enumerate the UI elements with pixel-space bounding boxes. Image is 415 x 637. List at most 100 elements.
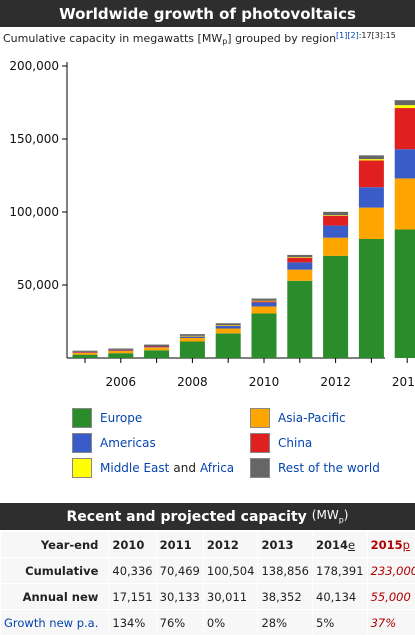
bar-segment: [287, 257, 313, 258]
legend-label-africa[interactable]: Africa: [199, 461, 235, 475]
table-cell: 0%: [202, 609, 259, 636]
y-tick-label: 200,000: [9, 59, 59, 73]
table-unit-open: (MW: [311, 508, 339, 523]
legend-item-europe[interactable]: Europe: [72, 408, 142, 428]
bar-segment: [251, 302, 277, 307]
x-tick-label: 2010: [249, 375, 280, 389]
table-cell: 38,352: [257, 583, 313, 610]
row-label-annual-new: Annual new: [0, 583, 110, 610]
legend-label-china[interactable]: China: [278, 436, 313, 450]
header-2014-year: 2014: [316, 537, 349, 552]
bar-segment: [394, 108, 415, 150]
table-cell: 40,134: [312, 583, 368, 610]
bar-segment: [215, 323, 241, 326]
bar-segment: [251, 300, 277, 302]
legend-item-asia-pacific[interactable]: Asia-Pacific: [250, 408, 346, 428]
bar-segment: [251, 313, 277, 358]
header-2015-projection-mark[interactable]: p: [402, 537, 410, 552]
bar-segment: [179, 337, 205, 342]
x-tick-label: 2012: [320, 375, 351, 389]
legend-label-americas[interactable]: Americas: [100, 436, 156, 450]
bar-segment: [108, 353, 134, 358]
y-tick-label: 100,000: [9, 205, 59, 219]
bar-segment: [358, 160, 384, 188]
bar-segment: [287, 254, 313, 258]
bar-segment: [144, 346, 170, 348]
bar-segment: [323, 211, 349, 216]
legend-item-china[interactable]: China: [250, 433, 312, 453]
bar-segment: [72, 350, 98, 352]
bar-segment: [358, 207, 384, 240]
bar-segment: [323, 237, 349, 256]
table-cell: 138,856: [257, 557, 313, 584]
legend-swatch-rest-of-world: [250, 458, 270, 478]
table-cell-projected: 37%: [366, 609, 415, 636]
bar-segment: [215, 325, 241, 326]
legend-joiner: and: [173, 461, 196, 475]
bar-segment: [215, 333, 241, 358]
legend-item-rest-of-world[interactable]: Rest of the world: [250, 458, 380, 478]
legend-swatch-middle-east-africa: [72, 458, 92, 478]
bar-segment: [394, 100, 415, 106]
table-unit-subscript: p: [338, 515, 344, 525]
header-2012: 2012: [202, 531, 259, 558]
legend-item-americas[interactable]: Americas: [72, 433, 156, 453]
header-year-end: Year-end: [0, 531, 110, 558]
caption-references-link[interactable]: [1][2]: [336, 31, 359, 40]
table-cell-projected: 233,000: [366, 557, 415, 584]
bar-segment: [251, 298, 277, 301]
bar-segment: [358, 187, 384, 208]
chart-legend: Europe Asia-Pacific Americas China Middl…: [0, 402, 415, 502]
bar-segment: [179, 335, 205, 337]
legend-swatch-americas: [72, 433, 92, 453]
bar-segment: [215, 328, 241, 334]
chart-caption: Cumulative capacity in megawatts [MWp] g…: [3, 31, 396, 46]
table-row-growth: Growth new p.a. 134% 76% 0% 28% 5% 37%: [0, 609, 415, 636]
table-row-annual-new: Annual new 17,151 30,133 30,011 38,352 4…: [0, 583, 415, 610]
legend-swatch-europe: [72, 408, 92, 428]
table-title-unit: (MWp): [312, 508, 349, 524]
legend-swatch-asia-pacific: [250, 408, 270, 428]
table-cell: 100,504: [202, 557, 259, 584]
bar-segment: [251, 306, 277, 314]
bar-segment: [144, 347, 170, 351]
bar-segment: [215, 326, 241, 329]
header-2015-year: 2015: [370, 537, 403, 552]
x-tick-label: 2008: [177, 375, 208, 389]
table-cell: 40,336: [108, 557, 157, 584]
y-tick-label: 150,000: [9, 132, 59, 146]
header-2014-estimate-mark[interactable]: e: [348, 537, 356, 552]
bar-segment: [108, 349, 134, 351]
header-2014: 2014e: [312, 531, 368, 558]
legend-label-asia-pacific[interactable]: Asia-Pacific: [278, 411, 346, 425]
table-cell: 76%: [155, 609, 204, 636]
legend-item-middle-east-africa[interactable]: Middle East and Africa: [72, 458, 234, 478]
bar-segment: [358, 159, 384, 161]
bar-segment: [358, 155, 384, 160]
capacity-table: Year-end 2010 2011 2012 2013 2014e 2015p…: [0, 531, 415, 636]
table-cell: 178,391: [312, 557, 368, 584]
legend-label-rest-of-world[interactable]: Rest of the world: [278, 461, 380, 475]
bar-segment: [72, 352, 98, 355]
bar-segment: [394, 105, 415, 109]
bar-segment: [287, 262, 313, 270]
legend-label-middle-east[interactable]: Middle East: [100, 461, 170, 475]
table-unit-close: ): [343, 508, 349, 523]
legend-label-europe[interactable]: Europe: [100, 411, 143, 425]
bar-segment: [394, 178, 415, 230]
bar-segment: [251, 301, 277, 303]
y-tick-label: 50,000: [17, 278, 59, 292]
bar-segment: [323, 215, 349, 216]
chart-title: Worldwide growth of photovoltaics: [0, 0, 415, 27]
bar-segment: [144, 350, 170, 358]
table-title: Recent and projected capacity (MWp): [0, 503, 415, 530]
table-cell: 30,133: [155, 583, 204, 610]
caption-text-before: Cumulative capacity in megawatts [MW: [3, 32, 223, 45]
caption-text-after: ] grouped by region: [227, 32, 337, 45]
row-label-growth-link[interactable]: Growth new p.a.: [0, 609, 110, 636]
x-tick-label: 2006: [106, 375, 137, 389]
table-cell-projected: 55,000: [366, 583, 415, 610]
table-cell: 17,151: [108, 583, 157, 610]
table-cell: 134%: [108, 609, 157, 636]
table-cell: 5%: [312, 609, 368, 636]
